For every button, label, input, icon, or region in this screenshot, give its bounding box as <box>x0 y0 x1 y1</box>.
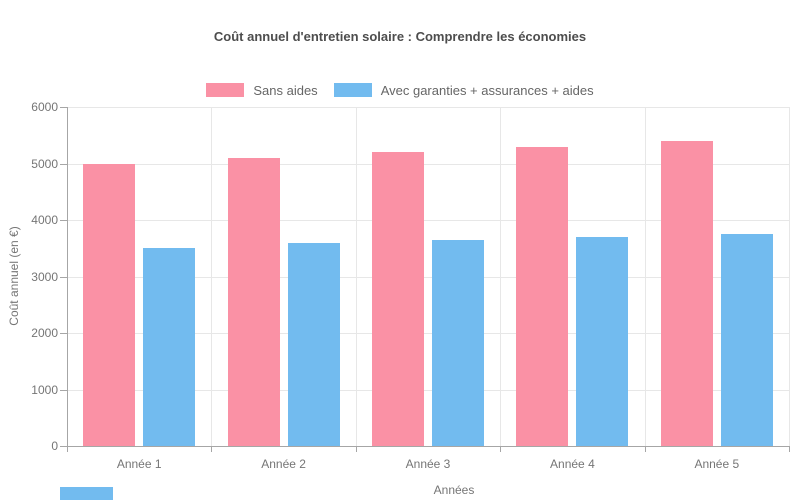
y-tick-label: 1000 <box>31 382 58 397</box>
x-tick-mark <box>211 446 213 452</box>
x-tick-mark <box>789 446 790 452</box>
y-tick-mark <box>60 276 67 278</box>
y-tick-mark <box>60 220 67 221</box>
chart-title: Coût annuel d'entretien solaire : Compre… <box>213 29 587 44</box>
y-tick-label: 3000 <box>31 269 58 284</box>
v-gridline <box>355 107 357 446</box>
y-tick-label: 0 <box>51 439 58 453</box>
y-tick-mark <box>60 163 67 165</box>
y-tick-label: 4000 <box>31 213 58 227</box>
bar-sans-aides-2[interactable] <box>227 157 280 446</box>
bar-avec-aides-1[interactable] <box>143 248 196 446</box>
y-tick-label: 6000 <box>31 100 58 114</box>
v-gridline <box>211 107 213 446</box>
y-tick-label: 2000 <box>31 326 58 340</box>
v-gridline <box>789 107 790 446</box>
h-gridline <box>67 163 789 165</box>
bar-avec-aides-4[interactable] <box>576 236 629 446</box>
legend-label-sans-aides: Sans aides <box>253 82 318 98</box>
bar-sans-aides-1[interactable] <box>83 163 136 446</box>
legend-label-avec-aides: Avec garanties + assurances + aides <box>380 82 594 98</box>
y-tick-mark <box>60 333 67 334</box>
legend-swatch-sans-aides <box>206 83 245 97</box>
bar-sans-aides-4[interactable] <box>516 146 569 446</box>
y-tick-mark <box>60 107 67 108</box>
y-axis-title: Coût annuel (en €) <box>7 226 21 326</box>
legend: Sans aides Avec garanties + assurances +… <box>0 81 800 99</box>
bar-sans-aides-3[interactable] <box>372 152 424 446</box>
x-axis-line <box>60 446 790 447</box>
x-axis-title: Années <box>433 483 475 497</box>
bar-avec-aides-5[interactable] <box>720 234 773 446</box>
legend-swatch-avec-aides <box>333 83 372 97</box>
x-tick-mark <box>355 446 357 452</box>
x-tick-label: Année 4 <box>550 457 595 471</box>
x-tick-label: Année 5 <box>694 457 740 471</box>
h-gridline <box>67 220 789 221</box>
x-tick-mark <box>500 446 502 452</box>
legend-item-avec-aides[interactable]: Avec garanties + assurances + aides <box>333 82 594 98</box>
h-gridline <box>67 389 789 391</box>
bottom-left-blue-rect <box>60 487 113 500</box>
h-gridline <box>67 107 789 108</box>
h-gridline <box>67 333 789 334</box>
bar-avec-aides-3[interactable] <box>432 239 484 446</box>
y-tick-mark <box>60 389 67 391</box>
y-axis-line <box>67 107 68 452</box>
v-gridline <box>644 107 646 446</box>
x-tick-label: Année 3 <box>405 457 451 471</box>
y-tick-label: 5000 <box>31 156 58 171</box>
h-gridline <box>67 276 789 278</box>
x-tick-mark <box>644 446 646 452</box>
legend-item-sans-aides[interactable]: Sans aides <box>206 82 318 98</box>
bar-sans-aides-5[interactable] <box>660 140 713 446</box>
v-gridline <box>500 107 502 446</box>
bar-avec-aides-2[interactable] <box>287 242 340 446</box>
x-tick-label: Année 1 <box>116 457 162 471</box>
x-tick-label: Année 2 <box>261 457 306 471</box>
